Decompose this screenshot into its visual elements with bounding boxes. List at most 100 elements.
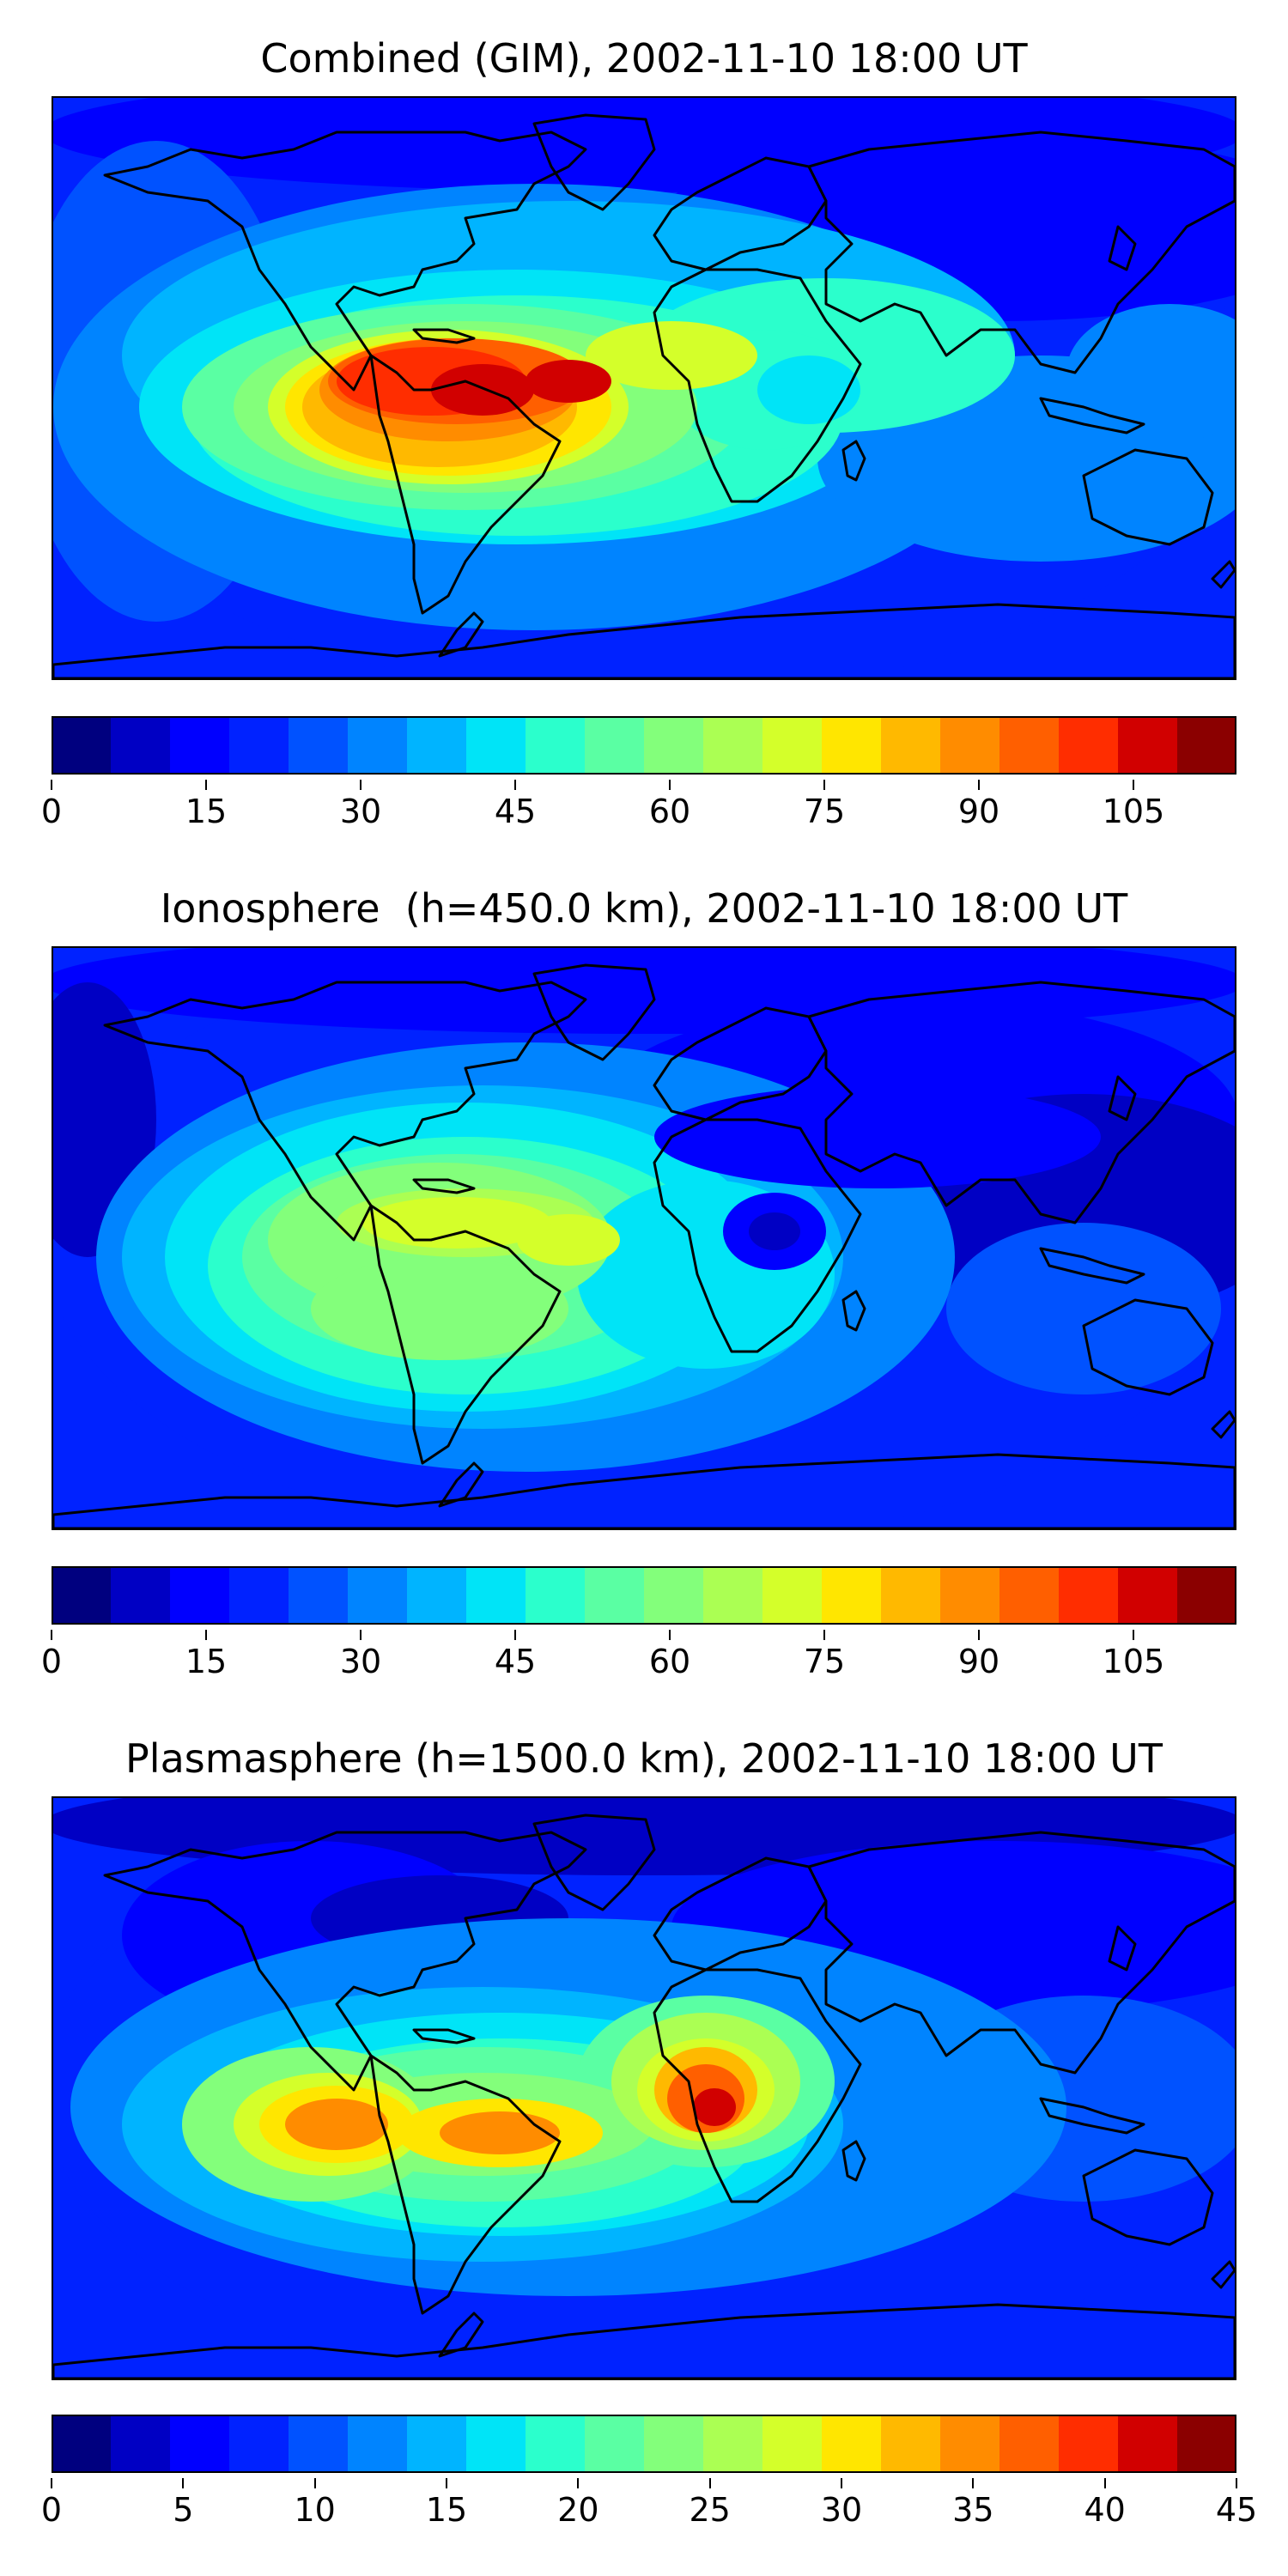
colorbar-tick-label: 15 <box>425 2491 468 2529</box>
coastline <box>1082 1298 1214 1396</box>
coastline <box>53 603 1235 678</box>
colorbar-tick-mark <box>360 1630 361 1640</box>
colorbar-bin <box>940 1566 1000 1625</box>
colorbar-bin <box>881 716 941 775</box>
colorbar-bin <box>999 716 1060 775</box>
colorbar-bin <box>644 2415 704 2473</box>
colorbar-tick-label: 60 <box>648 1643 691 1680</box>
contour-level <box>362 1197 551 1249</box>
colorbar-bin <box>1118 1566 1178 1625</box>
coastline <box>103 131 587 392</box>
coastline <box>1039 397 1145 434</box>
coastline <box>438 2312 484 2358</box>
colorbar-bin <box>1059 2415 1119 2473</box>
panel-1-colorbar <box>52 716 1236 775</box>
contour-level <box>526 360 611 403</box>
colorbar-tick-mark <box>669 780 671 790</box>
coastline <box>53 2303 1235 2379</box>
coastline <box>1039 1247 1145 1285</box>
coastline <box>841 1290 866 1332</box>
colorbar-bin <box>703 716 763 775</box>
coastline <box>807 981 1235 1224</box>
colorbar-tick-label: 30 <box>339 793 382 830</box>
colorbar-tick-mark <box>360 780 361 790</box>
contour-level <box>693 2088 736 2126</box>
colorbar-tick-label: 15 <box>185 793 228 830</box>
colorbar-bin <box>348 716 408 775</box>
coastline <box>841 440 866 482</box>
colorbar-tick-mark <box>446 2478 447 2488</box>
coastline <box>1039 2097 1145 2135</box>
coastline <box>1211 2260 1235 2289</box>
colorbar-bin <box>229 716 289 775</box>
colorbar-bin <box>1059 716 1119 775</box>
colorbar-bin <box>111 1566 171 1625</box>
panel-1-contour-plot <box>53 98 1235 678</box>
colorbar-bin <box>585 2415 645 2473</box>
colorbar-bin <box>1118 716 1178 775</box>
colorbar-tick-mark <box>51 2478 52 2488</box>
panel-1-title: Combined (GIM), 2002-11-10 18:00 UT <box>260 35 1028 82</box>
colorbar-tick-label: 75 <box>803 793 846 830</box>
colorbar-bin <box>881 1566 941 1625</box>
contour-level <box>757 355 860 424</box>
coastline <box>1108 1075 1137 1121</box>
contour-level <box>586 321 757 390</box>
colorbar-tick-mark <box>514 1630 516 1640</box>
colorbar-bin <box>762 2415 823 2473</box>
colorbar-tick-mark <box>972 2478 975 2488</box>
colorbar-bin <box>999 2415 1060 2473</box>
colorbar-tick-label: 105 <box>1102 793 1165 830</box>
colorbar-bin <box>1177 2415 1236 2473</box>
colorbar-bin <box>762 716 823 775</box>
colorbar-tick-label: 60 <box>648 793 691 830</box>
colorbar-tick-label: 90 <box>957 1643 1000 1680</box>
coastline <box>807 1831 1235 2075</box>
coastline <box>653 1968 862 2203</box>
coastline <box>1108 225 1137 271</box>
colorbar-bin <box>407 2415 467 2473</box>
colorbar-tick-mark <box>1236 2478 1237 2488</box>
coastline <box>841 2140 866 2182</box>
panel-3-colorbar-ticks: 0 5 10 15 20 25 30 35 40 45 <box>41 2478 1257 2542</box>
colorbar-tick-mark <box>51 1630 52 1640</box>
panel-3-contour-plot <box>53 1798 1235 2379</box>
coastline <box>1211 1410 1235 1439</box>
coastline <box>438 1461 484 1508</box>
colorbar-bin <box>407 1566 467 1625</box>
colorbar-bin <box>170 716 230 775</box>
colorbar-bin <box>999 1566 1060 1625</box>
panel-2-colorbar <box>52 1566 1236 1625</box>
colorbar-bin <box>526 1566 586 1625</box>
colorbar-tick-label: 40 <box>1084 2491 1126 2529</box>
colorbar-tick-mark <box>1133 1630 1134 1640</box>
colorbar-tick-mark <box>823 1630 825 1640</box>
colorbar-tick-mark <box>51 780 52 790</box>
coastline <box>532 963 656 1061</box>
colorbar-tick-label: 45 <box>494 793 537 830</box>
coastline <box>412 2028 476 2044</box>
coastline <box>369 2054 562 2315</box>
colorbar-tick-label: 15 <box>185 1643 228 1680</box>
coastline <box>103 1831 587 2092</box>
panel-3-title: Plasmasphere (h=1500.0 km), 2002-11-10 1… <box>125 1735 1163 1782</box>
colorbar-tick-label: 30 <box>820 2491 863 2529</box>
colorbar-bin <box>1177 1566 1236 1625</box>
colorbar-bin <box>348 2415 408 2473</box>
colorbar-bin <box>1177 716 1236 775</box>
colorbar-bin <box>348 1566 408 1625</box>
contour-level <box>431 364 534 416</box>
colorbar-bin <box>703 1566 763 1625</box>
colorbar-tick-mark <box>205 1630 207 1640</box>
contour-level <box>946 1223 1221 1394</box>
colorbar-bin <box>1059 1566 1119 1625</box>
coastline <box>53 1453 1235 1528</box>
panel-1-map <box>52 96 1236 680</box>
coastline <box>653 1118 862 1353</box>
contour-level <box>440 2111 560 2154</box>
colorbar-tick-label: 105 <box>1102 1643 1165 1680</box>
colorbar-bin <box>644 1566 704 1625</box>
coastline <box>532 113 656 211</box>
colorbar-bin <box>940 716 1000 775</box>
colorbar-tick-mark <box>823 780 825 790</box>
